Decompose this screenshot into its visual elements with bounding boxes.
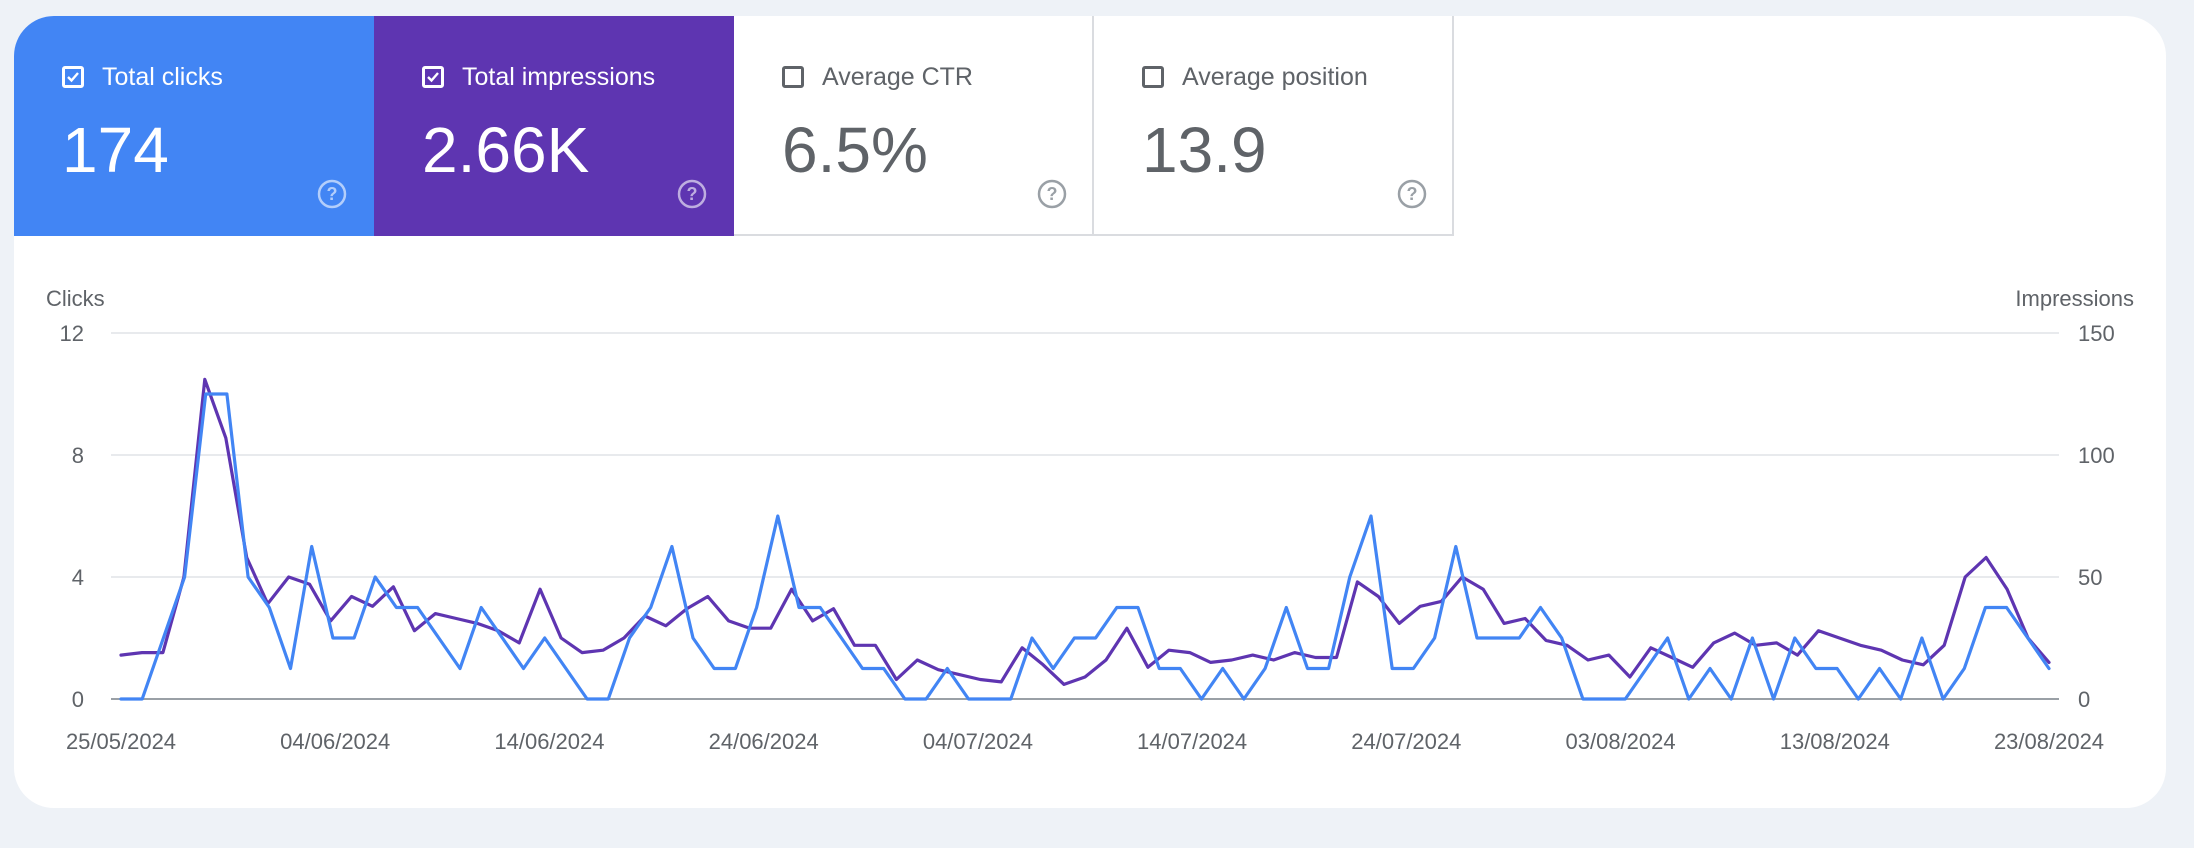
x-tick-label: 24/07/2024 xyxy=(1351,729,1461,754)
x-tick-label: 14/07/2024 xyxy=(1137,729,1247,754)
left-axis-title: Clicks xyxy=(46,286,105,311)
svg-text:?: ? xyxy=(687,184,698,204)
x-tick-label: 24/06/2024 xyxy=(709,729,819,754)
x-tick-label: 14/06/2024 xyxy=(494,729,604,754)
impressions-series-line xyxy=(119,377,2051,687)
svg-text:?: ? xyxy=(1047,184,1058,204)
performance-chart: Clicks Impressions 0 4 8 12 0 50 100 150 25/05/… xyxy=(46,286,2134,754)
help-icon[interactable]: ? xyxy=(316,178,348,210)
total-impressions-checkbox[interactable] xyxy=(422,66,444,88)
total-clicks-tile[interactable]: Total clicks 174 ? xyxy=(14,16,374,236)
total-clicks-value: 174 xyxy=(62,114,169,186)
metric-tiles: Total clicks 174 ? Total impressions 2.6… xyxy=(14,16,1454,236)
help-icon[interactable]: ? xyxy=(1396,178,1428,210)
x-tick-label: 25/05/2024 xyxy=(66,729,176,754)
left-tick-label: 0 xyxy=(72,687,84,712)
x-tick-label: 23/08/2024 xyxy=(1994,729,2104,754)
total-clicks-checkbox[interactable] xyxy=(62,66,84,88)
total-clicks-label: Total clicks xyxy=(102,63,223,91)
help-icon[interactable]: ? xyxy=(676,178,708,210)
right-tick-label: 100 xyxy=(2078,443,2115,468)
total-impressions-tile[interactable]: Total impressions 2.66K ? xyxy=(374,16,734,236)
left-tick-label: 12 xyxy=(60,321,84,346)
right-tick-label: 0 xyxy=(2078,687,2090,712)
average-position-tile[interactable]: Average position 13.9 ? xyxy=(1094,16,1454,236)
average-ctr-tile[interactable]: Average CTR 6.5% ? xyxy=(734,16,1094,236)
left-tick-label: 8 xyxy=(72,443,84,468)
svg-text:?: ? xyxy=(327,184,338,204)
total-impressions-label: Total impressions xyxy=(462,63,656,91)
right-axis-title: Impressions xyxy=(2015,286,2134,311)
performance-card: Total clicks 174 ? Total impressions 2.6… xyxy=(14,16,2166,808)
clicks-series-line xyxy=(119,392,2051,701)
x-tick-label: 13/08/2024 xyxy=(1780,729,1890,754)
average-position-checkbox[interactable] xyxy=(1142,66,1164,88)
average-position-label: Average position xyxy=(1182,63,1368,91)
average-position-value: 13.9 xyxy=(1142,114,1267,186)
average-ctr-label: Average CTR xyxy=(822,63,973,91)
svg-text:?: ? xyxy=(1407,184,1418,204)
x-tick-label: 04/07/2024 xyxy=(923,729,1033,754)
average-ctr-checkbox[interactable] xyxy=(782,66,804,88)
x-tick-label: 04/06/2024 xyxy=(280,729,390,754)
help-icon[interactable]: ? xyxy=(1036,178,1068,210)
left-tick-label: 4 xyxy=(72,565,84,590)
right-tick-label: 150 xyxy=(2078,321,2115,346)
average-ctr-value: 6.5% xyxy=(782,114,928,186)
right-tick-label: 50 xyxy=(2078,565,2102,590)
total-impressions-value: 2.66K xyxy=(422,114,590,186)
x-tick-label: 03/08/2024 xyxy=(1566,729,1676,754)
